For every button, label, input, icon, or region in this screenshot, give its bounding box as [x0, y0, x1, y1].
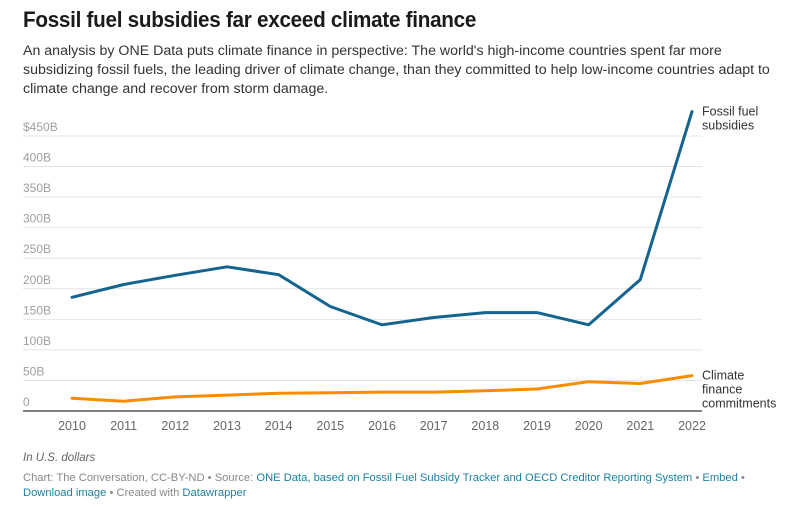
y-tick-label: 50B — [23, 364, 44, 378]
x-tick-label: 2022 — [678, 419, 706, 433]
climate-finance-line — [70, 374, 694, 403]
series-label-line: Fossil fuel — [702, 105, 758, 119]
y-axis-ticks: 0 50B 100B 150B 200B 250B 300B 350B 400B $450B — [23, 120, 58, 409]
y-tick-label: $450B — [23, 120, 58, 134]
y-tick-label: 350B — [23, 181, 51, 195]
source-prefix: Source: — [214, 472, 257, 484]
chart-footer: Chart: The Conversation, CC-BY-ND • Sour… — [23, 471, 783, 501]
x-tick-label: 2012 — [161, 419, 189, 433]
chart-title: Fossil fuel subsidies far exceed climate… — [23, 7, 477, 32]
series-label-line: finance — [702, 383, 742, 397]
separator: • — [106, 487, 117, 499]
series-label-line: commitments — [702, 397, 776, 411]
datawrapper-link[interactable]: Datawrapper — [182, 487, 247, 499]
separator: • — [692, 472, 703, 484]
unit-note: In U.S. dollars — [23, 452, 96, 464]
x-tick-label: 2014 — [265, 419, 293, 433]
x-tick-label: 2019 — [523, 419, 551, 433]
x-tick-label: 2020 — [575, 419, 603, 433]
x-tick-label: 2018 — [471, 419, 499, 433]
separator: • — [204, 472, 215, 484]
download-image-link[interactable]: Download image — [23, 487, 107, 499]
chart-credit: Chart: The Conversation, CC-BY-ND — [23, 472, 205, 484]
series-labels: Fossil fuel subsidies Climate finance commit… — [702, 105, 776, 411]
source-link[interactable]: ONE Data, based on Fossil Fuel Subsidy T… — [256, 472, 693, 484]
x-axis-ticks: 2010 2011 2012 2013 2014 2015 2016 2017 2018 2019… — [58, 419, 706, 433]
created-prefix: Created with — [116, 487, 183, 499]
gridlines — [23, 135, 702, 412]
separator: • — [740, 472, 745, 484]
series-lines — [70, 110, 694, 403]
embed-link[interactable]: Embed — [702, 472, 738, 484]
chart-subtitle: An analysis by ONE Data puts climate fin… — [23, 43, 770, 97]
y-tick-label: 150B — [23, 303, 51, 317]
x-tick-label: 2010 — [58, 419, 86, 433]
series-label-line: Climate — [702, 369, 744, 383]
x-tick-label: 2021 — [626, 419, 654, 433]
y-tick-label: 250B — [23, 242, 51, 256]
y-tick-label: 100B — [23, 334, 51, 348]
y-tick-label: 400B — [23, 151, 51, 165]
y-tick-label: 300B — [23, 212, 51, 226]
x-tick-label: 2016 — [368, 419, 396, 433]
climate-finance-label: Climate finance commitments — [702, 369, 776, 411]
line-chart: 0 50B 100B 150B 200B 250B 300B 350B 400B $450B 20… — [23, 105, 776, 433]
y-tick-label: 0 — [23, 395, 30, 409]
x-tick-label: 2015 — [316, 419, 344, 433]
y-tick-label: 200B — [23, 273, 51, 287]
x-tick-label: 2017 — [420, 419, 448, 433]
fossil-fuel-subsidies-label: Fossil fuel subsidies — [702, 105, 758, 133]
x-tick-label: 2013 — [213, 419, 241, 433]
fossil-fuel-subsidies-line — [70, 110, 694, 327]
x-tick-label: 2011 — [110, 419, 137, 433]
series-label-line: subsidies — [702, 119, 754, 133]
